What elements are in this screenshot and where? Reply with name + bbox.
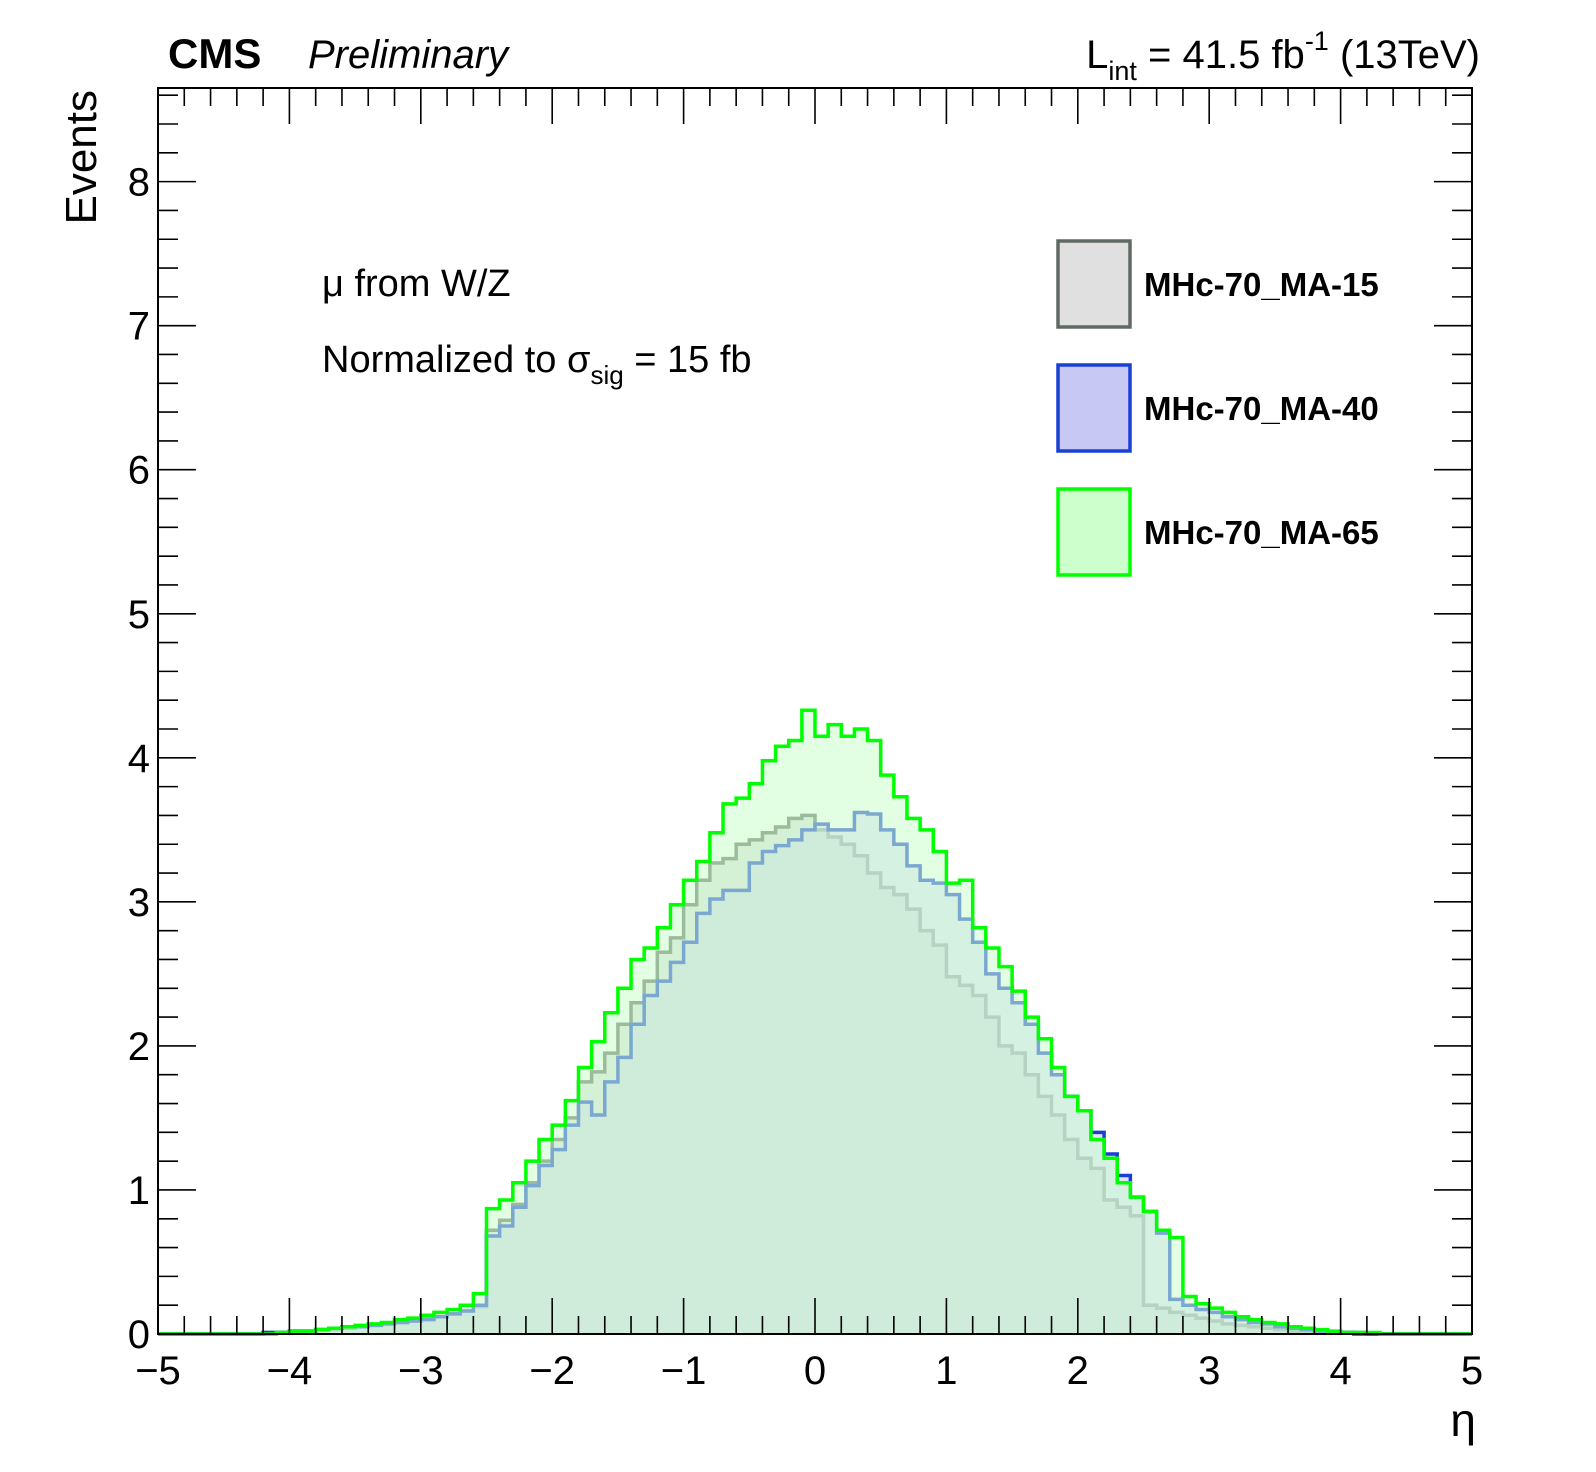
legend-label-3: MHc-70_MA-65 (1144, 514, 1379, 551)
x-tick-label: −5 (135, 1349, 181, 1393)
y-tick-label: 8 (128, 161, 150, 205)
legend-label-2: MHc-70_MA-40 (1144, 390, 1379, 427)
x-tick-label: 0 (804, 1349, 826, 1393)
y-tick-label: 0 (128, 1313, 150, 1357)
y-tick-label: 1 (128, 1169, 150, 1213)
x-tick-label: 5 (1461, 1349, 1483, 1393)
luminosity-label: Lint = 41.5 fb-1 (13TeV) (1086, 26, 1480, 86)
lumi-value: = 41.5 fb (1137, 33, 1305, 77)
legend-label-1: MHc-70_MA-15 (1144, 266, 1379, 303)
lumi-prefix: L (1086, 33, 1108, 77)
legend: MHc-70_MA-15 MHc-70_MA-40 MHc-70_MA-65 (1056, 239, 1379, 577)
lumi-energy: (13TeV) (1329, 33, 1480, 77)
y-tick-label: 4 (128, 737, 150, 781)
ticks-layer (157, 88, 1473, 1335)
legend-swatch-1 (1056, 239, 1132, 329)
legend-swatch-3 (1056, 487, 1132, 577)
annotation-line2-suffix: = 15 fb (624, 339, 752, 381)
lumi-sup: -1 (1305, 26, 1329, 56)
annotation-line2: Normalized to σsig = 15 fb (322, 339, 752, 390)
annotation-line2-sub: sig (590, 360, 623, 390)
y-tick-label: 2 (128, 1025, 150, 1069)
experiment-label: CMS (168, 30, 261, 77)
annotation-line1: μ from W/Z (322, 263, 511, 305)
tick-labels-layer: −5 −4 −3 −2 −1 0 1 2 3 4 5 0 1 2 3 4 5 6 7 8 (128, 161, 1483, 1393)
y-tick-label: 6 (128, 449, 150, 493)
x-tick-label: −3 (398, 1349, 444, 1393)
x-tick-label: −1 (661, 1349, 707, 1393)
x-tick-label: 1 (935, 1349, 957, 1393)
x-tick-label: 3 (1198, 1349, 1220, 1393)
status-label: Preliminary (308, 33, 511, 77)
y-axis-title: Events (57, 90, 106, 225)
x-tick-label: 2 (1067, 1349, 1089, 1393)
x-axis-title: η (1450, 1394, 1476, 1446)
x-tick-label: 4 (1329, 1349, 1351, 1393)
x-tick-label: −4 (267, 1349, 313, 1393)
series-fill-3 (158, 710, 1472, 1334)
x-tick-label: −2 (529, 1349, 575, 1393)
y-tick-label: 5 (128, 593, 150, 637)
y-tick-label: 7 (128, 305, 150, 349)
lumi-sub: int (1108, 56, 1137, 86)
y-tick-label: 3 (128, 881, 150, 925)
legend-swatch-2 (1056, 363, 1132, 453)
annotation-line2-prefix: Normalized to σ (322, 339, 590, 381)
